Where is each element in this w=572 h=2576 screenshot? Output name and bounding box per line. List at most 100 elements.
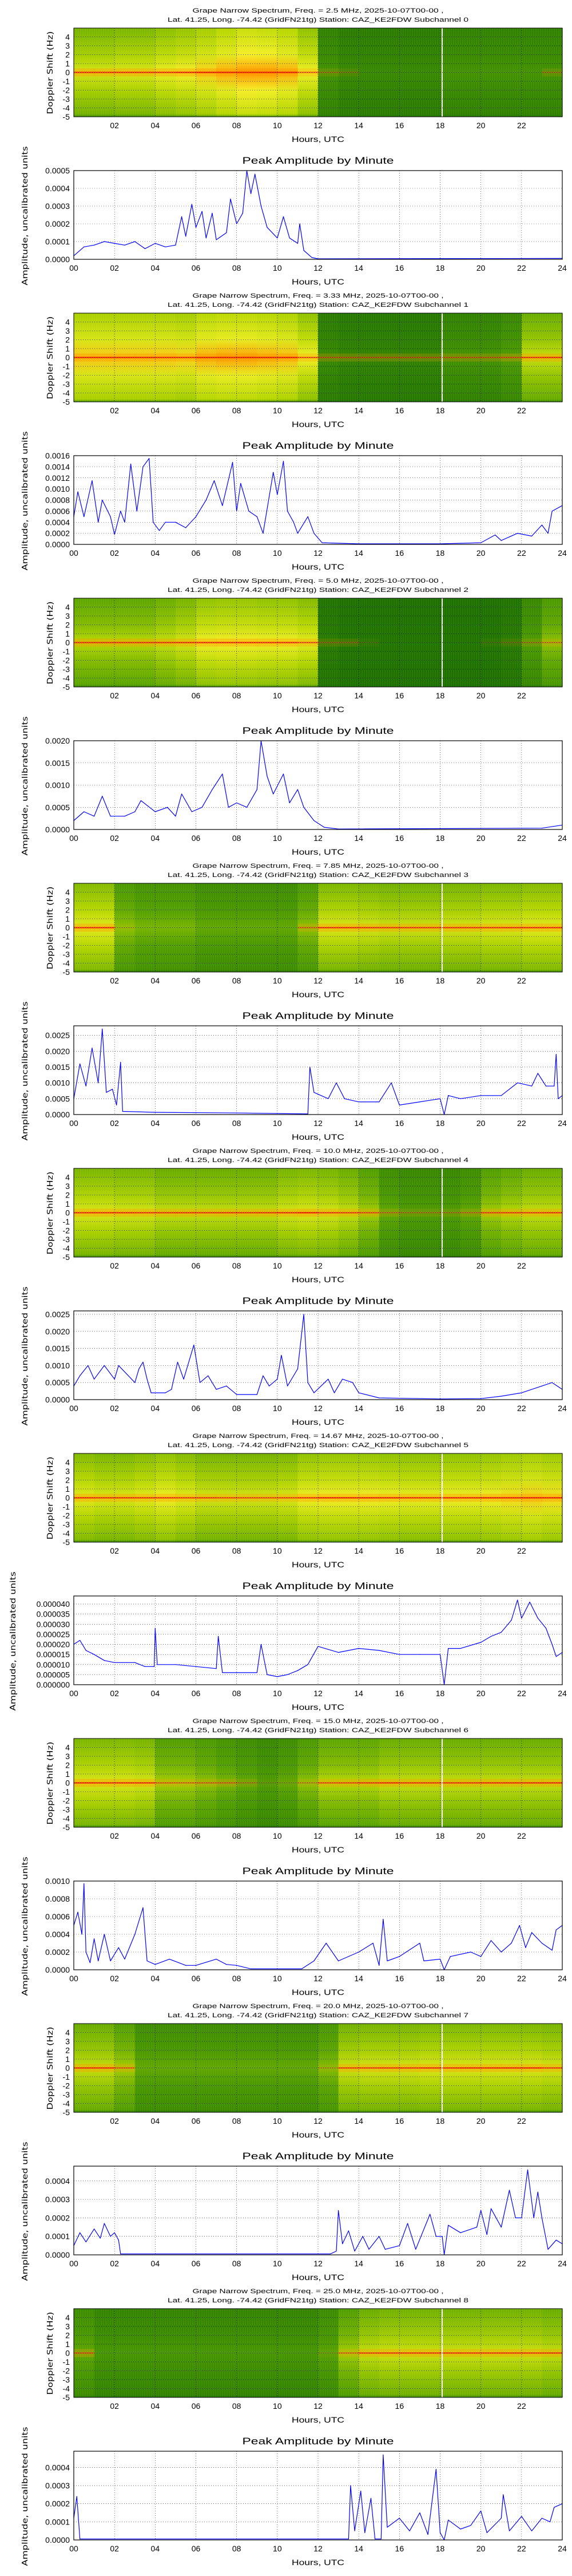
spectrogram-x-tick-label: 10 [273,2116,282,2125]
amplitude-frame [73,1025,563,1115]
carrier-halo [379,1208,400,1217]
spectrogram-title-line2: Lat. 41.25, Long. -74.42 (GridFN21tg) St… [168,17,468,23]
amplitude-y-tick-label: 0.000010 [37,1660,70,1669]
spectrogram-x-tick-label: 16 [395,976,404,985]
spectrogram-x-tick-label: 20 [476,406,486,415]
spectrogram-x-tick-label: 22 [517,691,526,700]
spectrogram-x-tick-label: 12 [313,976,323,985]
spectrogram-column [419,598,441,687]
amplitude-data-point [500,540,502,541]
amplitude-x-tick-label: 10 [273,833,282,843]
spectrogram-x-tick-label: 12 [313,691,323,700]
amplitude-data-point [407,2223,408,2224]
amplitude-y-tick-label: 0.0005 [45,803,70,812]
spectrogram-y-tick-label: 3 [65,1182,70,1191]
spectrogram-x-tick-label: 02 [110,406,119,415]
amplitude-y-tick-label: 0.0025 [45,1310,70,1319]
amplitude-data-point [368,2249,370,2250]
spectrogram-y-tick-label: -4 [63,2099,70,2108]
spectrogram-y-tick-label: -5 [63,682,70,692]
amplitude-x-tick-label: 14 [354,1689,363,1698]
amplitude-x-tick-label: 18 [436,1404,445,1413]
spectrogram-frame [73,27,563,117]
amplitude-y-tick-label: 0.0020 [45,736,70,745]
spectrogram-x-tick-label: 22 [517,1831,526,1840]
amplitude-x-tick-label: 08 [232,548,241,558]
spectrogram-column [318,598,339,687]
spectrogram-y-axis-label: Doppler Shift (Hz) [46,602,55,685]
amplitude-x-tick-label: 24 [558,2259,567,2268]
spectrogram-title-line1: Grape Narrow Spectrum, Freq. = 2.5 MHz, … [193,7,444,14]
spectrogram-y-tick-label: 1 [65,629,70,638]
amplitude-data-point [313,1092,315,1093]
amplitude-x-tick-label: 22 [517,833,526,843]
carrier-halo [236,1779,257,1787]
spectrogram-y-tick-label: -4 [63,389,70,398]
spectrogram-x-tick-label: 10 [273,1831,282,1840]
amplitude-x-tick-label: 04 [151,2259,160,2268]
spectrogram-x-tick-label: 12 [313,1546,323,1555]
amplitude-y-tick-label: 0.0001 [45,2232,70,2241]
amplitude-data-point [450,1956,451,1957]
spectrogram-title-line1: Grape Narrow Spectrum, Freq. = 15.0 MHz,… [193,1718,444,1725]
amplitude-data-point [399,1654,400,1655]
amplitude-x-tick-label: 04 [151,1119,160,1128]
amplitude-x-tick-label: 24 [558,1689,567,1698]
spectrogram-y-tick-label: 2 [65,1476,70,1485]
spectrogram-x-tick-label: 14 [354,1831,363,1840]
spectrogram-column [236,883,257,972]
spectrogram-y-tick-label: 3 [65,1752,70,1761]
amplitude-data-point [226,1964,227,1965]
amplitude-x-tick-label: 00 [69,1119,78,1128]
spectrogram-column [257,2309,278,2397]
panel-subchannel-2: Grape Narrow Spectrum, Freq. = 5.0 MHz, … [0,570,572,856]
amplitude-series-line [73,1028,563,1115]
spectrogram-y-tick-label: 2 [65,1191,70,1200]
spectrogram-column [440,598,461,687]
spectrogram-y-tick-label: -4 [63,1529,70,1538]
amplitude-x-tick-label: 20 [476,2259,486,2268]
spectrogram-x-tick-label: 16 [395,691,404,700]
amplitude-data-point [517,533,518,534]
spectrogram-column [114,2309,136,2397]
amplitude-y-tick-label: 0.0000 [45,1395,70,1404]
spectrogram-x-tick-label: 12 [313,1831,323,1840]
spectrogram-x-tick-label: 20 [476,1831,486,1840]
spectrogram-y-axis-label: Doppler Shift (Hz) [46,317,55,400]
spectrogram-y-axis-label: Doppler Shift (Hz) [46,1172,55,1255]
amplitude-x-tick-label: 06 [192,1119,201,1128]
amplitude-data-point [114,243,115,244]
amplitude-y-tick-label: 0.0010 [45,1876,70,1886]
amplitude-y-tick-label: 0.0003 [45,2195,70,2204]
spectrogram-x-tick-label: 08 [232,691,241,700]
amplitude-x-tick-label: 20 [476,833,486,843]
amplitude-x-tick-label: 22 [517,1974,526,1983]
spectrogram-column [480,28,502,117]
amplitude-x-tick-label: 20 [476,1404,486,1413]
amplitude-x-axis-label: Hours, UTC [292,277,344,286]
amplitude-x-tick-label: 02 [110,548,119,558]
spectrogram-column [379,28,400,117]
spectrogram-column [501,598,522,687]
spectrogram-column [460,1168,482,1257]
amplitude-y-tick-label: 0.0008 [45,496,70,505]
amplitude-data-point [118,2239,119,2241]
amplitude-data-point [118,1365,119,1366]
amplitude-data-point [114,1378,115,1380]
amplitude-data-point [480,1398,482,1399]
amplitude-series-line [73,1599,563,1685]
spectrogram-y-tick-label: 2 [65,1761,70,1770]
spectrogram-y-tick-label: -2 [63,371,70,380]
spectrogram-title-line1: Grape Narrow Spectrum, Freq. = 7.85 MHz,… [193,863,444,870]
amplitude-y-axis-label: Amplitude, uncalibrated units [21,1001,30,1140]
amplitude-y-tick-label: 0.0010 [45,781,70,790]
spectrogram-column [379,598,400,687]
amplitude-chart-title: Peak Amplitude by Minute [243,1866,394,1876]
spectrogram-column [460,598,482,687]
amplitude-y-axis-label: Amplitude, uncalibrated units [21,146,30,285]
panel-svg: Grape Narrow Spectrum, Freq. = 25.0 MHz,… [21,2288,567,2567]
amplitude-x-tick-label: 22 [517,2259,526,2268]
amplitude-x-tick-label: 10 [273,1689,282,1698]
spectrogram-y-tick-label: 0 [65,1208,70,1218]
spectrogram-x-tick-label: 18 [436,1831,445,1840]
